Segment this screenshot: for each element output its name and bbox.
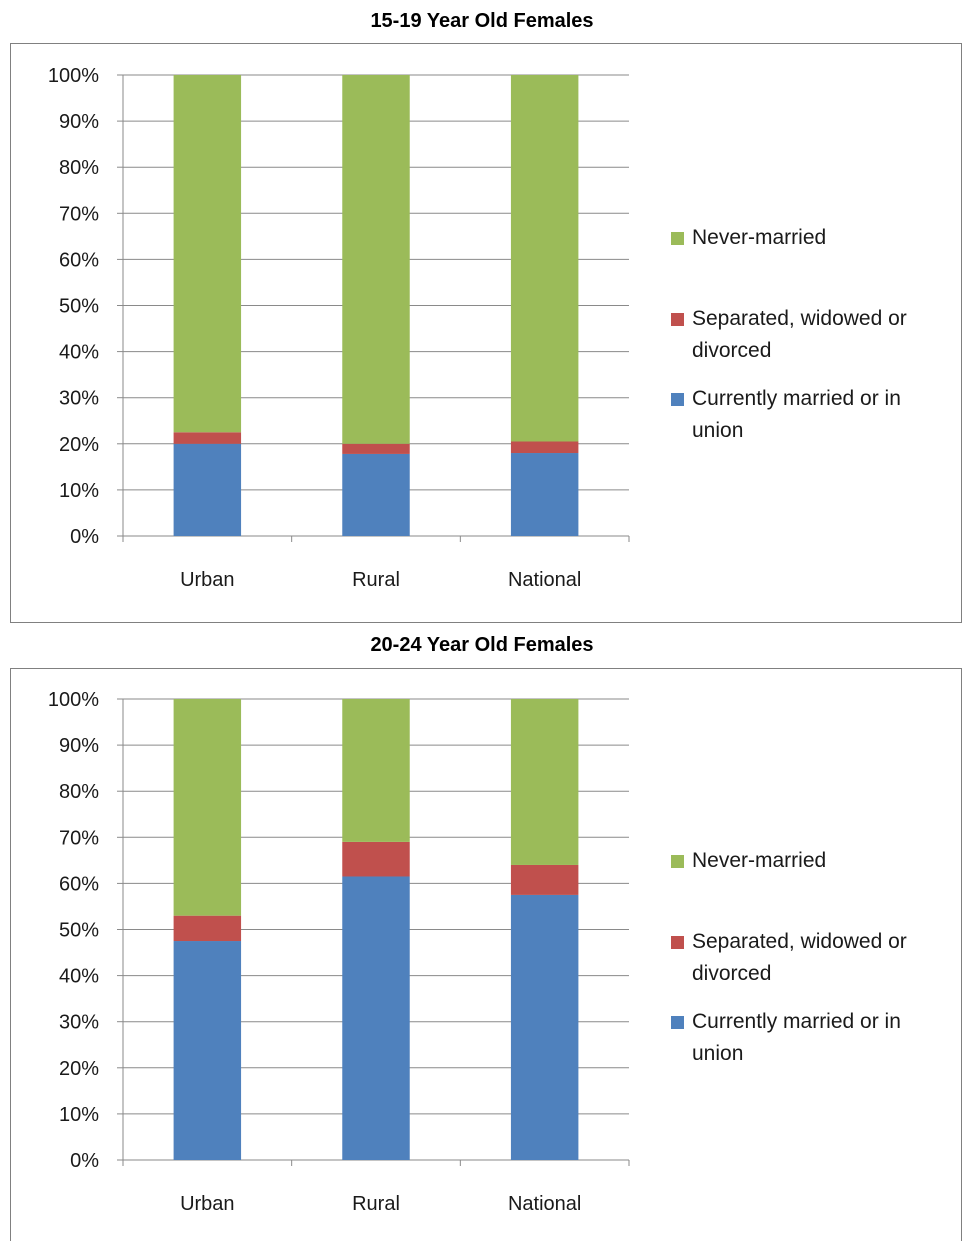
- chart-1-frame: [10, 43, 962, 623]
- legend-label-separated: Separated, widowed or divorced: [692, 307, 907, 362]
- chart-2-frame: [10, 668, 962, 1241]
- legend-swatch-married: [671, 1016, 684, 1029]
- chart-1-title: 15-19 Year Old Females: [370, 10, 594, 32]
- legend-swatch-never-married: [671, 855, 684, 868]
- chart-2-title: 20-24 Year Old Females: [370, 634, 594, 656]
- legend-swatch-married: [671, 393, 684, 406]
- legend-label-married: Currently married or in union: [692, 1010, 901, 1065]
- legend-swatch-separated: [671, 313, 684, 326]
- legend-swatch-separated: [671, 936, 684, 949]
- legend-label-separated: Separated, widowed or divorced: [692, 930, 907, 985]
- legend-swatch-never-married: [671, 232, 684, 245]
- legend-label-never-married: Never-married: [692, 849, 827, 872]
- legend-label-married: Currently married or in union: [692, 387, 901, 442]
- legend-label-never-married: Never-married: [692, 226, 827, 249]
